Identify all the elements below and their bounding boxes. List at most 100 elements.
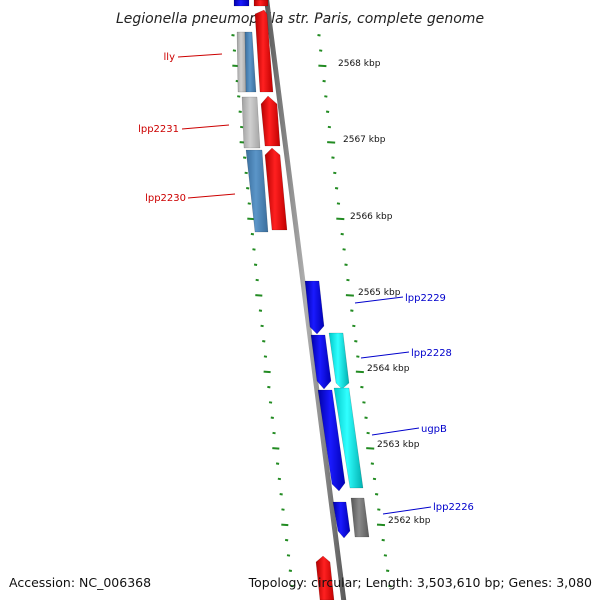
tick-mark (325, 110, 330, 113)
scale-label: 2563 kbp (377, 440, 420, 450)
leader-lpp2230 (187, 193, 236, 199)
tick-mark (385, 569, 390, 572)
tick-mark (272, 431, 276, 435)
feature-track (233, 0, 370, 600)
gene-label-lpp2226: lpp2226 (433, 502, 474, 513)
tick-mark (344, 263, 348, 266)
tick-mark (275, 462, 280, 465)
tick-mark (270, 416, 274, 419)
tick-mark (237, 95, 241, 98)
tick-mark (267, 385, 271, 389)
tick-mark (356, 355, 360, 358)
feature-lly-cog (244, 31, 257, 93)
tick-mark (247, 217, 255, 221)
tick-mark (366, 431, 370, 435)
tick-mark (268, 401, 273, 404)
leader-lpp2228 (360, 351, 410, 359)
genome-summary-text: Topology: circular; Length: 3,503,610 bp… (248, 575, 592, 590)
tick-mark (286, 554, 291, 557)
tick-mark (333, 171, 337, 175)
tick-mark (319, 49, 323, 52)
tick-mark (354, 340, 358, 343)
feature-lpp2228-cog (328, 332, 350, 390)
tick-mark (340, 232, 344, 236)
tick-mark (255, 294, 263, 297)
leader-lpp2229 (354, 296, 404, 304)
feature-lly-cog2 (236, 31, 247, 93)
feature-lpp2228 (310, 334, 332, 390)
tick-mark (383, 554, 388, 557)
tick-mark (327, 125, 332, 129)
accession-text: Accession: NC_006368 (9, 575, 151, 590)
tick-mark (240, 125, 244, 129)
tick-mark (238, 110, 242, 113)
tick-mark (246, 187, 250, 190)
outer-tick-ring (317, 34, 392, 588)
tick-mark (366, 447, 375, 450)
leader-ugpB (371, 427, 420, 436)
tick-mark (247, 202, 251, 205)
tick-mark (331, 156, 335, 159)
tick-mark (374, 493, 379, 496)
tick-mark (317, 34, 321, 37)
gene-labels: lly lpp2231 lpp2230 lpp2229 lpp2228 ugpB… (138, 52, 474, 513)
tick-mark (364, 416, 368, 419)
leader-lpp2231 (181, 124, 230, 130)
gene-label-lpp2231: lpp2231 (138, 124, 179, 135)
tick-mark (284, 538, 289, 542)
tick-mark (360, 385, 364, 389)
feature-lpp2230-cog (245, 149, 269, 233)
tick-mark (377, 508, 381, 511)
leader-lly (177, 53, 223, 58)
tick-mark (324, 95, 328, 98)
tick-mark (281, 508, 285, 511)
inner-tick-ring (231, 34, 294, 588)
gene-label-lpp2229: lpp2229 (405, 293, 446, 304)
feature-bottom-red (315, 555, 335, 600)
tick-mark (252, 248, 256, 251)
tick-mark (355, 370, 364, 374)
tick-mark (334, 187, 339, 190)
scale-labels: 2568 kbp 2567 kbp 2566 kbp 2565 kbp 2564… (338, 59, 431, 526)
tick-mark (231, 34, 235, 37)
tick-mark (381, 538, 385, 542)
feature-lpp2229 (304, 280, 325, 335)
scale-label: 2568 kbp (338, 59, 381, 69)
tick-mark (279, 493, 283, 496)
gene-label-lly: lly (164, 52, 176, 63)
tick-mark (352, 324, 356, 328)
tick-mark (244, 171, 248, 175)
leader-lpp2226 (382, 506, 432, 515)
feature-lpp2230 (264, 147, 288, 231)
scale-label: 2564 kbp (367, 364, 410, 374)
tick-mark (263, 370, 271, 374)
tick-mark (376, 523, 386, 527)
tick-mark (242, 156, 247, 159)
feature-ugpB (317, 389, 346, 492)
tick-mark (336, 217, 345, 221)
feature-lpp2231 (260, 95, 281, 147)
tick-mark (327, 141, 336, 144)
tick-mark (288, 569, 293, 572)
scale-label: 2565 kbp (358, 288, 401, 298)
tick-mark (370, 462, 375, 465)
tick-mark (336, 202, 341, 205)
gene-label-lpp2228: lpp2228 (411, 348, 452, 359)
tick-mark (253, 263, 258, 266)
tick-mark (260, 324, 264, 328)
feature-ugpB-cog (333, 387, 364, 489)
tick-mark (277, 477, 282, 481)
tick-mark (232, 49, 237, 52)
gene-label-lpp2230: lpp2230 (145, 193, 186, 204)
tick-mark (318, 64, 327, 68)
tick-mark (262, 340, 266, 343)
tick-mark (250, 232, 255, 236)
tick-mark (281, 523, 289, 527)
feature-lly (254, 9, 274, 93)
feature-lpp2226-cog (350, 497, 370, 538)
feature-top-blue (233, 0, 250, 7)
scale-label: 2566 kbp (350, 212, 393, 222)
feature-top-red (253, 0, 269, 7)
tick-mark (350, 309, 354, 312)
tick-mark (290, 584, 294, 588)
